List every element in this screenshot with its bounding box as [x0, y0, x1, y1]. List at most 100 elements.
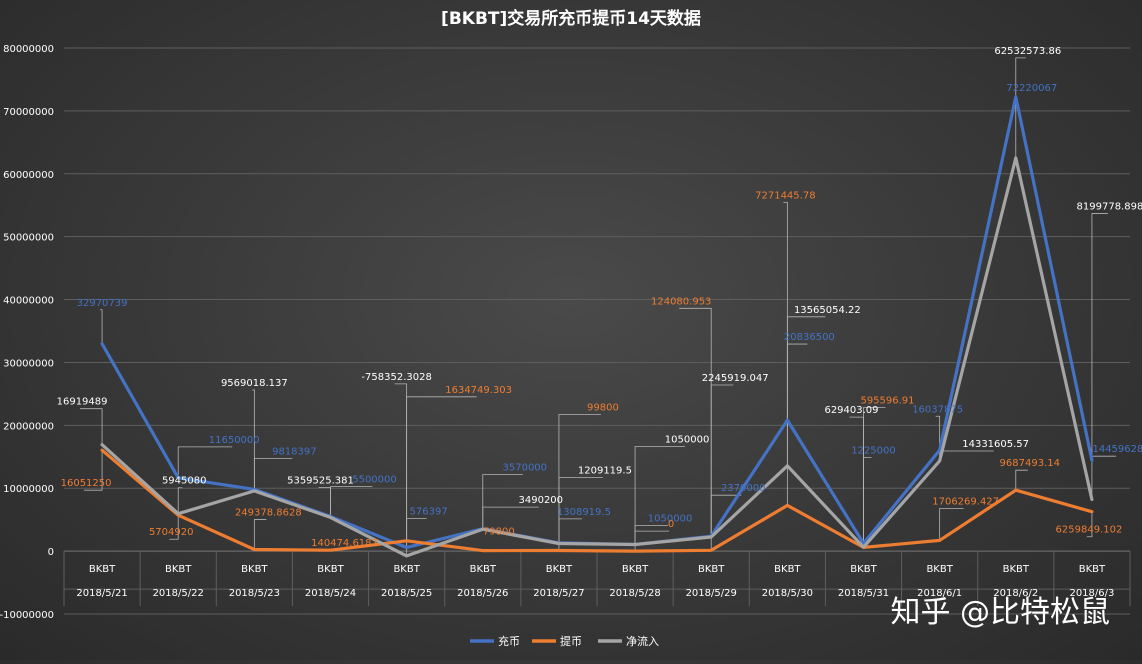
- leader-line: [318, 487, 331, 518]
- x-date-label: 2018/5/29: [686, 588, 737, 599]
- data-label: 249378.8628: [235, 508, 302, 519]
- x-date-label: 2018/6/2: [993, 588, 1038, 599]
- x-group-label: BKBT: [698, 564, 725, 575]
- leader-line: [1015, 57, 1026, 158]
- y-tick-label: 0: [48, 547, 54, 558]
- y-tick-label: 40000000: [3, 296, 54, 307]
- leader-line: [169, 515, 179, 540]
- data-label: 9818397: [272, 446, 317, 457]
- y-tick-label: -10000000: [0, 610, 54, 621]
- data-label: 13565054.22: [794, 305, 861, 316]
- data-label: 576397: [410, 506, 448, 517]
- data-label: 11650000: [209, 435, 260, 446]
- data-label: 8199778.898: [1077, 202, 1142, 213]
- x-date-label: 2018/6/1: [917, 588, 962, 599]
- x-date-label: 2018/5/28: [609, 588, 660, 599]
- x-date-label: 2018/5/26: [457, 588, 508, 599]
- x-date-label: 2018/5/24: [305, 588, 356, 599]
- series-line-2: [100, 156, 1094, 558]
- leader-line: [939, 450, 994, 461]
- x-date-label: 2018/6/3: [1069, 588, 1114, 599]
- x-group-label: BKBT: [774, 564, 801, 575]
- x-group-label: BKBT: [89, 564, 116, 575]
- data-label: 16919489: [57, 397, 108, 408]
- chart-title: [BKBT]交易所充币提币14天数据: [441, 8, 701, 29]
- data-label: 1634749.303: [445, 385, 512, 396]
- x-group-label: BKBT: [165, 564, 192, 575]
- data-label: 5500000: [352, 475, 397, 486]
- leader-line: [84, 450, 103, 491]
- leader-line: [482, 474, 523, 529]
- data-label: 5945080: [162, 476, 207, 487]
- watermark-text: 知乎 @比特松鼠: [890, 595, 1110, 630]
- leader-line: [558, 477, 603, 544]
- y-tick-label: 30000000: [3, 358, 54, 369]
- y-tick-label: 60000000: [3, 170, 54, 181]
- leader-line: [330, 486, 373, 517]
- leader-line: [482, 506, 539, 530]
- data-label: 79800: [483, 527, 515, 538]
- leader-line: [1015, 469, 1028, 491]
- leader-line: [786, 316, 826, 466]
- y-tick-label: 70000000: [3, 107, 54, 118]
- leader-line: [1086, 511, 1093, 538]
- x-date-label: 2018/5/31: [838, 588, 889, 599]
- leader-line: [863, 457, 872, 544]
- x-date-label: 2018/5/22: [153, 588, 204, 599]
- data-label: 1225000: [851, 445, 896, 456]
- data-label: 16051250: [61, 478, 112, 489]
- x-group-label: BKBT: [1079, 564, 1106, 575]
- data-label: 1050000: [648, 514, 693, 525]
- data-label: 9687493.14: [1000, 458, 1060, 469]
- data-label: 1050000: [665, 435, 710, 446]
- series-line-0: [100, 95, 1094, 550]
- data-label: 6259849.102: [1056, 525, 1123, 536]
- x-group-label: BKBT: [317, 564, 344, 575]
- series-line-1: [100, 448, 1094, 553]
- x-group-label: BKBT: [241, 564, 268, 575]
- data-label: 629403.09: [824, 405, 878, 416]
- x-date-label: 2018/5/27: [533, 588, 584, 599]
- x-group-label: BKBT: [622, 564, 649, 575]
- data-label: 72220067: [1006, 83, 1057, 94]
- leader-line: [939, 507, 964, 541]
- data-label: 1706269.427: [932, 496, 999, 507]
- data-label: 595596.91: [860, 395, 914, 406]
- leader-line: [634, 446, 686, 545]
- data-label: 1209119.5: [578, 466, 632, 477]
- leader-line: [558, 518, 582, 543]
- legend-label: 提币: [560, 635, 582, 648]
- y-tick-label: 20000000: [3, 421, 54, 432]
- data-label: 140474.6187: [311, 538, 378, 549]
- leader-line: [177, 487, 183, 514]
- leader-line: [710, 384, 734, 537]
- data-label: 2370000: [721, 483, 766, 494]
- data-label: 7271445.78: [755, 190, 815, 201]
- x-group-label: BKBT: [546, 564, 573, 575]
- leader-line: [252, 389, 255, 491]
- data-label: 9569018.137: [221, 378, 288, 389]
- x-group-label: BKBT: [393, 564, 420, 575]
- data-label: 99800: [587, 402, 619, 413]
- data-label: 1308919.5: [557, 507, 611, 518]
- data-label: 3490200: [519, 495, 564, 506]
- legend-label: 充币: [498, 634, 520, 648]
- data-label: 20836500: [784, 332, 835, 343]
- leader-line: [1091, 455, 1116, 461]
- data-label: 14459628: [1092, 444, 1142, 455]
- x-date-label: 2018/5/25: [381, 588, 432, 599]
- y-tick-label: 50000000: [3, 233, 54, 244]
- data-label: 2245919.047: [702, 373, 769, 384]
- leader-line: [849, 416, 864, 548]
- x-group-label: BKBT: [1003, 564, 1030, 575]
- y-tick-label: 10000000: [3, 484, 54, 495]
- data-label: 3570000: [503, 463, 548, 474]
- data-label: 32970739: [77, 298, 128, 309]
- legend-label: 净流入: [626, 634, 659, 648]
- data-label: 124080.953: [651, 296, 711, 307]
- leader-line: [406, 396, 477, 541]
- data-label: 5704920: [149, 527, 194, 538]
- leader-line: [100, 309, 103, 344]
